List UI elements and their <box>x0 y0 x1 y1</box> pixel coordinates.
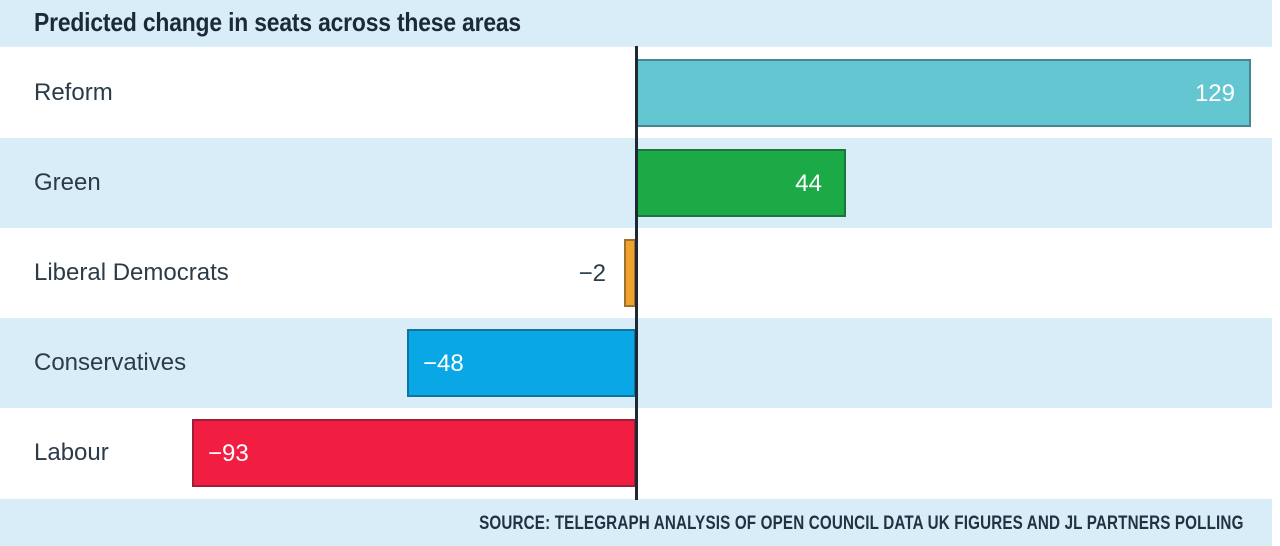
party-label-libdem: Liberal Democrats <box>34 259 229 286</box>
chart-row-labour: Labour −93 <box>0 408 1280 498</box>
party-label-labour: Labour <box>34 439 109 466</box>
bar-value-libdem: −2 <box>578 260 606 287</box>
page-title: Predicted change in seats across these a… <box>34 7 521 37</box>
party-label-green: Green <box>34 169 101 196</box>
source-text: SOURCE: TELEGRAPH ANALYSIS OF OPEN COUNC… <box>479 513 1244 534</box>
bar-value-labour: −93 <box>208 440 249 467</box>
chart-row-libdem: Liberal Democrats −2 <box>0 228 1280 318</box>
zero-axis-line <box>635 46 638 500</box>
party-label-reform: Reform <box>34 79 113 106</box>
bar-conservatives <box>407 329 636 397</box>
bar-labour <box>192 419 636 487</box>
bar-value-conservatives: −48 <box>423 350 464 377</box>
bar-reform <box>636 59 1251 127</box>
bar-value-green: 44 <box>795 170 822 197</box>
bar-value-reform: 129 <box>1194 80 1235 107</box>
footer-band: SOURCE: TELEGRAPH ANALYSIS OF OPEN COUNC… <box>0 499 1272 546</box>
title-band: Predicted change in seats across these a… <box>0 0 1272 47</box>
party-label-conservatives: Conservatives <box>34 349 187 376</box>
chart-row-reform: Reform 129 <box>0 48 1280 138</box>
